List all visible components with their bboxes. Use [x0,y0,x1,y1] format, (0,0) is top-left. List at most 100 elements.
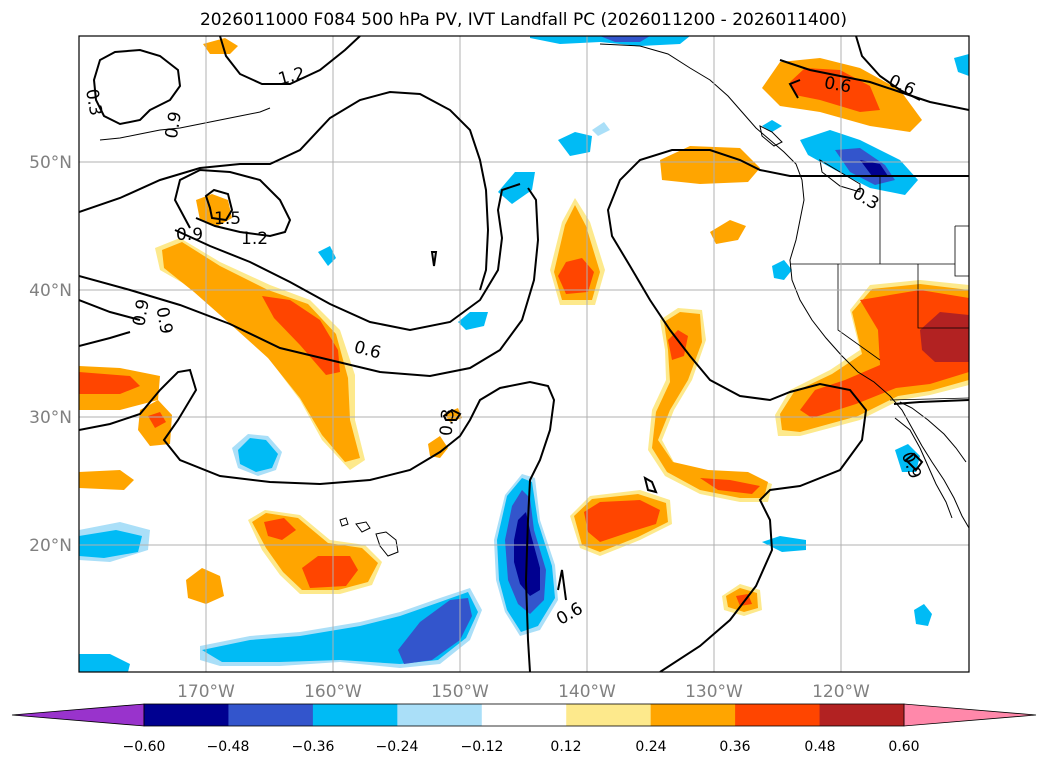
contour-label: 0.3 [81,87,105,117]
colorbar-ticks: −0.60 −0.48 −0.36 −0.24 −0.12 0.12 0.24 … [123,739,920,755]
contour-label: 0.9 [176,225,203,245]
coastlines [99,43,969,557]
state-boundary [837,264,881,361]
pv-contour-line [643,475,658,494]
gulf-of-california [899,401,967,463]
negative-anomaly-region [498,172,535,204]
gridlines [79,36,969,672]
state-boundary [954,225,969,277]
negative-anomaly-region [762,536,806,552]
pv-contour-line [779,59,969,111]
pv-contour-line [174,183,521,332]
pv-contour-line [430,251,438,267]
colorbar-tick-label: 0.48 [804,739,835,755]
ivt-shading [79,36,969,672]
pv-contour-line [904,452,924,472]
pv-contour-line [79,331,131,347]
pv-contour-line [219,36,361,85]
colorbar-under-triangle [11,703,145,727]
lon-label: 170°W [177,682,235,702]
negative-anomaly-region [860,160,888,176]
colorbar-bin [481,704,567,726]
pv-contour-line [893,399,969,405]
state-boundary [917,264,969,329]
latitude-labels: 50°N 40°N 30°N 20°N [29,153,72,556]
positive-anomaly-region [79,470,134,490]
negative-anomaly-region [79,654,130,672]
contour-label: 0.9 [129,298,153,328]
positive-anomaly-region [668,330,688,360]
lon-label: 160°W [304,682,362,702]
positive-anomaly-region [262,296,340,375]
lon-label: 120°W [812,682,870,702]
positive-anomaly-region [790,68,880,112]
lat-label: 30°N [29,408,72,428]
negative-anomaly-region [914,604,932,626]
pv-contours [79,36,969,672]
negative-anomaly-region [79,530,142,558]
map-title: 2026011000 F084 500 hPa PV, IVT Landfall… [199,10,847,30]
colorbar-tick-label: −0.36 [292,739,335,755]
pv-contour-line [855,36,921,101]
longitude-labels: 170°W 160°W 150°W 140°W 130°W 120°W [177,682,870,702]
hawaii-islands [339,517,399,557]
positive-anomaly-region [428,436,448,458]
map-frame [78,35,970,673]
positive-anomaly-region [196,194,232,226]
positive-anomaly-region [584,500,660,542]
lon-label: 130°W [685,682,743,702]
colorbar-tick-label: 0.12 [550,739,581,755]
positive-anomaly-region [660,146,760,184]
pv-contour-line [92,48,182,126]
contour-label: 1.5 [214,209,241,229]
positive-anomaly-region [920,312,969,362]
contour-label: 0.3 [437,408,459,437]
colorbar-tick-label: −0.60 [123,739,166,755]
aleutian-islands [99,107,271,141]
positive-anomaly-region [652,312,768,498]
positive-anomaly-region [800,290,969,418]
pv-contour-line [79,187,540,378]
colorbar-bin [650,704,736,726]
colorbar-bin [144,704,229,726]
colorbar-tick-label: 0.36 [719,739,750,755]
negative-anomaly-region [530,36,690,46]
pv-contour-line [204,188,234,222]
lat-label: 20°N [29,536,72,556]
negative-anomaly-region [458,312,488,330]
colorbar-frame [143,703,905,727]
contour-label: 0.9 [162,110,186,140]
lat-label: 40°N [29,281,72,301]
pv-contour-line [442,408,462,421]
colorbar-bin [819,704,905,726]
contour-label: 0.6 [823,73,853,97]
colorbar-bin [566,704,652,726]
negative-anomaly-region [954,54,969,76]
pv-contour-line [606,149,969,672]
positive-anomaly-region [148,412,166,428]
pv-contour-line [173,168,292,238]
pv-contour-line [79,368,556,672]
colorbar-over-triangle [903,703,1037,727]
lon-label: 150°W [431,682,489,702]
negative-anomaly-region [772,260,792,280]
negative-anomaly-region [600,36,650,42]
colorbar-bin [228,704,314,726]
colorbar-tick-label: 0.60 [888,739,919,755]
positive-anomaly-region [700,478,760,494]
us-mexico-border [889,397,969,401]
positive-anomaly-region [79,372,140,394]
colorbar-bin [735,704,821,726]
pv-contour-line [557,569,567,601]
negative-anomaly-region [558,132,592,156]
colorbar-bin [397,704,483,726]
lon-label: 140°W [558,682,616,702]
positive-anomaly-region [302,556,358,588]
positive-anomaly-region [186,568,224,604]
positive-anomaly-region [162,242,360,462]
colorbar-tick-label: −0.12 [461,739,504,755]
island-outline [759,125,783,147]
pv-contour-line [788,79,801,99]
positive-anomaly-region [558,258,594,294]
contour-label: 1.2 [241,229,268,249]
